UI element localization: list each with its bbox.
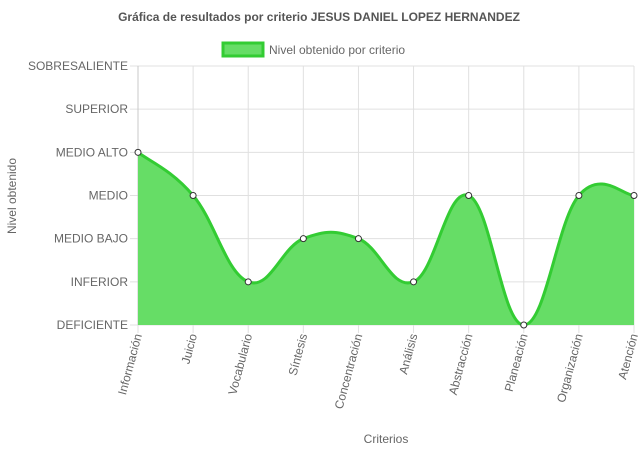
data-point[interactable] <box>244 278 252 286</box>
data-point[interactable] <box>134 148 142 156</box>
y-tick-label: SOBRESALIENTE <box>28 59 128 73</box>
x-tick-label: Concentración <box>332 332 366 410</box>
data-point[interactable] <box>410 278 418 286</box>
data-point[interactable] <box>189 192 197 199</box>
data-point[interactable] <box>354 235 362 243</box>
x-tick-label: Atención <box>615 332 639 381</box>
data-point[interactable] <box>299 235 307 243</box>
legend-label: Nivel obtenido por criterio <box>269 43 405 57</box>
y-tick-label: DEFICIENTE <box>57 318 128 332</box>
x-tick-label: Abstracción <box>446 332 476 396</box>
data-point[interactable] <box>465 192 473 199</box>
chart-title: Gráfica de resultados por criterio JESUS… <box>118 10 520 24</box>
x-tick-label: Información <box>115 332 145 396</box>
x-axis-tick-labels: Información Juicio Vocabulario Síntesis Conc… <box>115 332 639 411</box>
y-tick-label: MEDIO <box>89 189 128 203</box>
legend[interactable]: Nivel obtenido por criterio <box>221 41 405 58</box>
data-point[interactable] <box>520 321 528 329</box>
y-axis-tick-labels: DEFICIENTE INFERIOR MEDIO BAJO MEDIO MEDIO A… <box>28 59 128 332</box>
y-tick-label: MEDIO ALTO <box>56 145 128 159</box>
x-axis-title: Criterios <box>364 432 409 446</box>
data-points <box>134 148 638 329</box>
y-tick-label: MEDIO BAJO <box>54 232 128 246</box>
y-axis-title: Nivel obtenido <box>5 158 19 234</box>
x-tick-label: Análisis <box>396 332 420 376</box>
x-tick-label: Síntesis <box>286 332 311 377</box>
x-tick-label: Planeación <box>502 332 531 393</box>
x-tick-label: Vocabulario <box>225 332 255 397</box>
legend-swatch <box>221 41 265 58</box>
x-tick-label: Organización <box>554 332 586 404</box>
data-point[interactable] <box>630 192 638 199</box>
data-point[interactable] <box>575 192 583 199</box>
x-tick-label: Juicio <box>179 332 201 366</box>
y-tick-label: INFERIOR <box>71 275 129 289</box>
y-tick-label: SUPERIOR <box>65 102 128 116</box>
